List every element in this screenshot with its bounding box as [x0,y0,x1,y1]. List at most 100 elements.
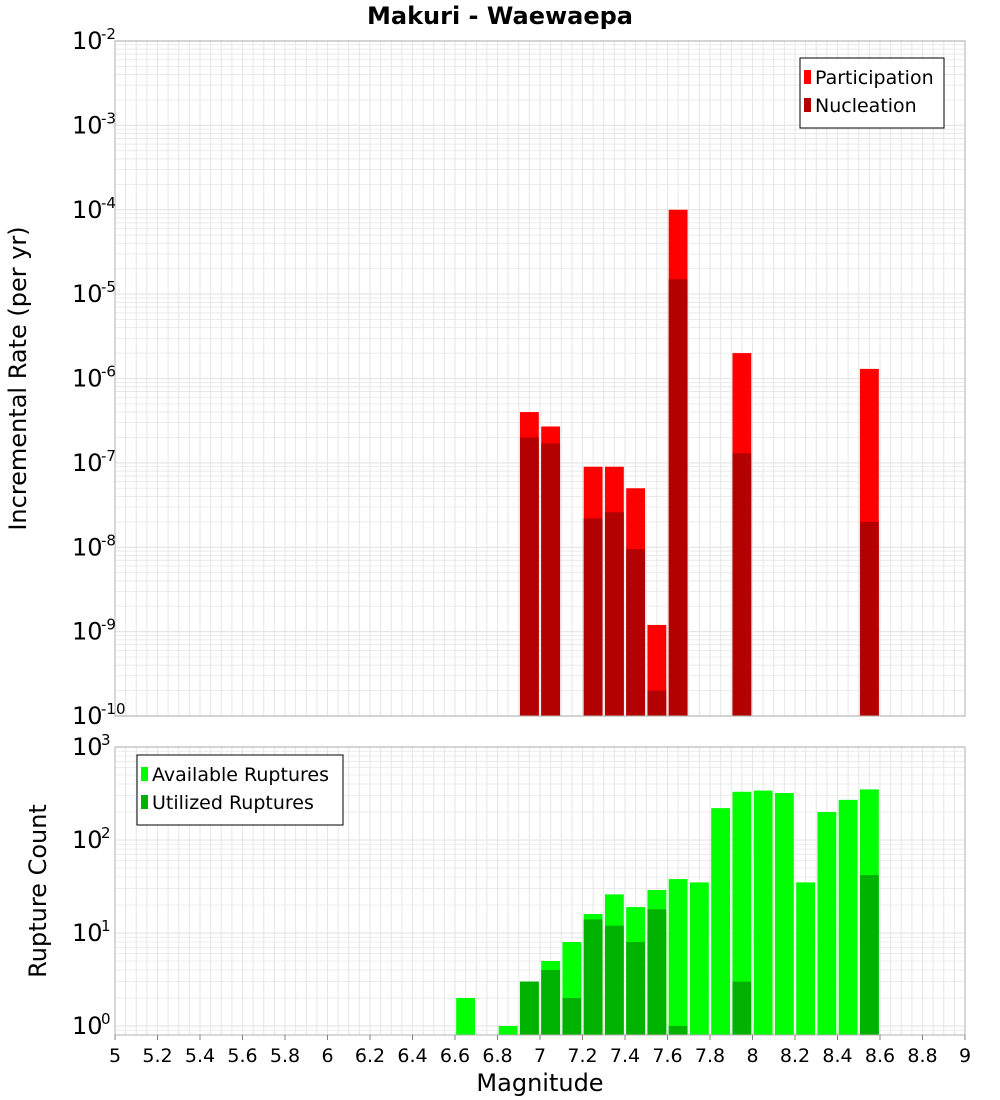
count-available-ruptures-bar [817,812,837,1035]
y-tick-label: 10 [72,280,103,308]
count-available-ruptures-bar [711,808,731,1035]
x-tick-label: 7 [534,1045,546,1067]
rate-nucleation-bar [668,279,688,716]
count-available-ruptures-bar [796,882,816,1035]
x-tick-label: 7.8 [695,1045,725,1067]
rate-nucleation-bar [859,521,879,716]
x-tick-label: 5.6 [227,1045,257,1067]
x-tick-label: 6.8 [482,1045,512,1067]
y-tick-label: 10 [72,449,103,477]
rate-nucleation-bar [541,443,561,716]
x-tick-label: 8.2 [780,1045,810,1067]
y-tick-exponent: -4 [101,194,116,212]
x-tick-label: 8.8 [907,1045,937,1067]
incremental-rate-frame [114,40,966,717]
count-available-ruptures-bar [838,799,858,1035]
legend-box [136,754,344,826]
y-tick-label: 10 [72,365,103,393]
magnitude-x-axis-label: Magnitude [476,1069,603,1097]
legend-box [799,57,945,129]
x-tick-label: 8.6 [865,1045,895,1067]
rupture-count-y-axis-label: Rupture Count [24,804,52,978]
y-tick-label: 10 [72,1012,103,1040]
x-tick-label: 7.2 [567,1045,597,1067]
y-tick-exponent: 2 [101,824,111,842]
y-tick-label: 10 [72,733,103,761]
count-utilized-ruptures-bar [562,997,582,1035]
y-tick-exponent: 1 [101,917,111,935]
count-utilized-ruptures-bar [519,981,539,1035]
count-utilized-ruptures-bar [647,909,667,1035]
x-tick-label: 6.2 [355,1045,385,1067]
x-tick-label: 8 [746,1045,758,1067]
incremental-rate-bars [519,209,879,716]
y-tick-exponent: -10 [101,700,126,718]
x-tick-label: 6.6 [440,1045,470,1067]
count-utilized-ruptures-bar [859,875,879,1035]
x-tick-label: 5.8 [270,1045,300,1067]
count-utilized-ruptures-bar [626,942,646,1035]
chart-title: Makuri - Waewaepa [367,2,633,30]
count-utilized-ruptures-bar [732,981,752,1035]
y-tick-exponent: 3 [101,731,111,749]
y-tick-label: 10 [72,27,103,55]
x-tick-label: 5.2 [142,1045,172,1067]
rate-nucleation-bar [583,518,603,716]
y-tick-label: 10 [72,919,103,947]
y-tick-exponent: -7 [101,447,116,465]
rate-nucleation-bar [732,453,752,716]
x-tick-label: 6.4 [397,1045,427,1067]
incremental-rate-y-axis-label: Incremental Rate (per yr) [4,226,32,530]
count-available-ruptures-bar [774,793,794,1035]
rate-nucleation-bar [604,512,624,716]
y-tick-exponent: -9 [101,616,116,634]
legend-label: Nucleation [815,95,917,117]
legend-swatch [141,767,148,781]
count-available-ruptures-bar [498,1025,518,1035]
y-tick-exponent: -2 [101,25,116,43]
y-tick-exponent: -5 [101,278,116,296]
y-tick-exponent: -8 [101,531,116,549]
legend-label: Utilized Ruptures [152,792,314,814]
y-tick-label: 10 [72,826,103,854]
y-tick-exponent: -3 [101,109,116,127]
rate-nucleation-bar [647,690,667,716]
legend-swatch [804,98,811,112]
count-utilized-ruptures-bar [604,925,624,1035]
x-tick-label: 7.6 [652,1045,682,1067]
rupture-count-bars [456,789,879,1035]
x-tick-label: 8.4 [822,1045,852,1067]
x-tick-label: 7.4 [610,1045,640,1067]
legend-label: Participation [815,67,934,89]
y-tick-label: 10 [72,618,103,646]
legend-swatch [141,795,148,809]
rupture-count-legend: Available Ruptures Utilized Ruptures [136,754,344,826]
y-tick-exponent: 0 [101,1010,111,1028]
count-available-ruptures-bar [732,791,752,1035]
count-available-ruptures-bar [456,997,476,1035]
count-available-ruptures-bar [753,790,773,1035]
rate-nucleation-bar [519,437,539,716]
count-available-ruptures-bar [689,882,709,1035]
legend-swatch [804,70,811,84]
count-available-ruptures-bar [668,879,688,1035]
y-tick-label: 10 [72,111,103,139]
count-utilized-ruptures-bar [583,919,603,1035]
incremental-rate-gridlines [114,40,966,717]
x-tick-label: 5 [109,1045,121,1067]
x-tick-label: 6 [321,1045,333,1067]
x-tick-label: 9 [959,1045,971,1067]
count-utilized-ruptures-bar [668,1025,688,1035]
legend-label: Available Ruptures [152,764,329,786]
y-tick-exponent: -6 [101,363,116,381]
x-tick-label: 5.4 [185,1045,215,1067]
magnitude-x-ticks: 5 5.2 5.4 5.6 5.8 6 6.2 6.4 6.6 6.8 7 7.2 7.4 7.6 7.8 8… [109,1035,971,1067]
y-tick-label: 10 [72,533,103,561]
incremental-rate-legend: Participation Nucleation [799,57,945,129]
y-tick-label: 10 [72,702,103,730]
